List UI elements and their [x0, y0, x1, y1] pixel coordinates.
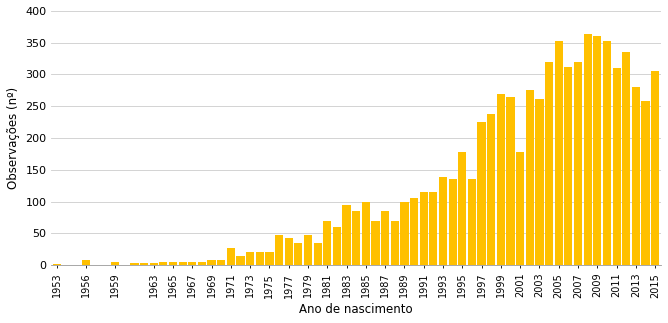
Bar [622, 52, 631, 265]
Bar [217, 260, 225, 265]
Bar [333, 227, 341, 265]
Bar [574, 62, 582, 265]
Bar [82, 260, 90, 265]
Bar [381, 211, 389, 265]
Bar [323, 221, 331, 265]
Bar [343, 205, 351, 265]
Bar [439, 177, 447, 265]
Bar [420, 192, 428, 265]
Bar [516, 152, 524, 265]
Bar [208, 260, 216, 265]
Bar [295, 243, 303, 265]
Bar [545, 62, 553, 265]
Bar [478, 122, 486, 265]
Bar [449, 179, 457, 265]
Bar [593, 36, 601, 265]
Bar [400, 202, 409, 265]
Bar [352, 211, 360, 265]
Bar [506, 97, 514, 265]
Bar [285, 238, 293, 265]
Bar [535, 99, 544, 265]
Bar [613, 68, 621, 265]
Bar [651, 71, 659, 265]
Bar [564, 68, 572, 265]
Bar [236, 255, 244, 265]
Bar [246, 252, 255, 265]
Bar [584, 34, 592, 265]
Bar [188, 262, 196, 265]
Bar [554, 41, 563, 265]
Bar [140, 263, 148, 265]
Bar [265, 252, 273, 265]
Bar [130, 263, 138, 265]
Bar [468, 179, 476, 265]
Bar [371, 221, 379, 265]
Bar [304, 234, 312, 265]
Y-axis label: Observações (nº): Observações (nº) [7, 87, 20, 189]
Bar [111, 262, 119, 265]
Bar [169, 262, 177, 265]
Bar [150, 263, 158, 265]
Bar [487, 114, 496, 265]
Bar [275, 235, 283, 265]
X-axis label: Ano de nascimento: Ano de nascimento [299, 303, 413, 316]
Bar [391, 221, 399, 265]
Bar [430, 192, 438, 265]
Bar [632, 87, 640, 265]
Bar [226, 248, 235, 265]
Bar [362, 202, 370, 265]
Bar [159, 262, 168, 265]
Bar [497, 94, 505, 265]
Bar [603, 41, 611, 265]
Bar [313, 243, 322, 265]
Bar [256, 252, 264, 265]
Bar [526, 90, 534, 265]
Bar [641, 101, 650, 265]
Bar [410, 198, 418, 265]
Bar [458, 152, 466, 265]
Bar [198, 262, 206, 265]
Bar [178, 262, 187, 265]
